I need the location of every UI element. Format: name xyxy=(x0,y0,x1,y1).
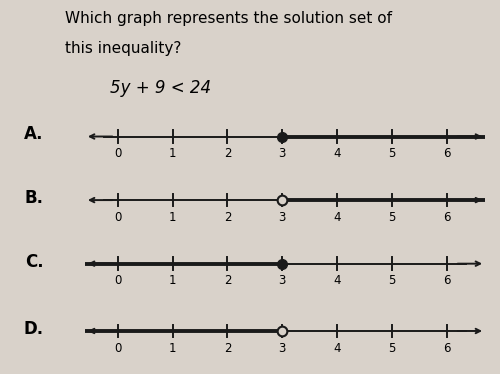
Text: 6: 6 xyxy=(443,147,450,160)
Text: 0: 0 xyxy=(114,147,122,160)
Text: D.: D. xyxy=(24,320,44,338)
Text: 3: 3 xyxy=(278,211,286,224)
Text: 6: 6 xyxy=(443,275,450,287)
Text: 3: 3 xyxy=(278,147,286,160)
Text: 4: 4 xyxy=(334,342,341,355)
Text: 5: 5 xyxy=(388,342,396,355)
Text: 0: 0 xyxy=(114,211,122,224)
Text: 4: 4 xyxy=(334,275,341,287)
Text: Which graph represents the solution set of: Which graph represents the solution set … xyxy=(65,11,392,26)
Text: 2: 2 xyxy=(224,211,231,224)
Text: 1: 1 xyxy=(169,211,176,224)
Text: this inequality?: this inequality? xyxy=(65,41,182,56)
Text: B.: B. xyxy=(25,189,44,207)
Text: 2: 2 xyxy=(224,342,231,355)
Text: A.: A. xyxy=(24,125,44,144)
Text: 5: 5 xyxy=(388,275,396,287)
Text: C.: C. xyxy=(26,252,44,271)
Text: 2: 2 xyxy=(224,147,231,160)
Text: 0: 0 xyxy=(114,275,122,287)
Text: 1: 1 xyxy=(169,147,176,160)
Text: 5: 5 xyxy=(388,211,396,224)
Text: 5: 5 xyxy=(388,147,396,160)
Text: 3: 3 xyxy=(278,275,286,287)
Text: 2: 2 xyxy=(224,275,231,287)
Text: 3: 3 xyxy=(278,342,286,355)
Text: 1: 1 xyxy=(169,342,176,355)
Text: 4: 4 xyxy=(334,211,341,224)
Text: 6: 6 xyxy=(443,211,450,224)
Text: 0: 0 xyxy=(114,342,122,355)
Text: 4: 4 xyxy=(334,147,341,160)
Text: 6: 6 xyxy=(443,342,450,355)
Text: 5y + 9 < 24: 5y + 9 < 24 xyxy=(110,79,211,96)
Text: 1: 1 xyxy=(169,275,176,287)
